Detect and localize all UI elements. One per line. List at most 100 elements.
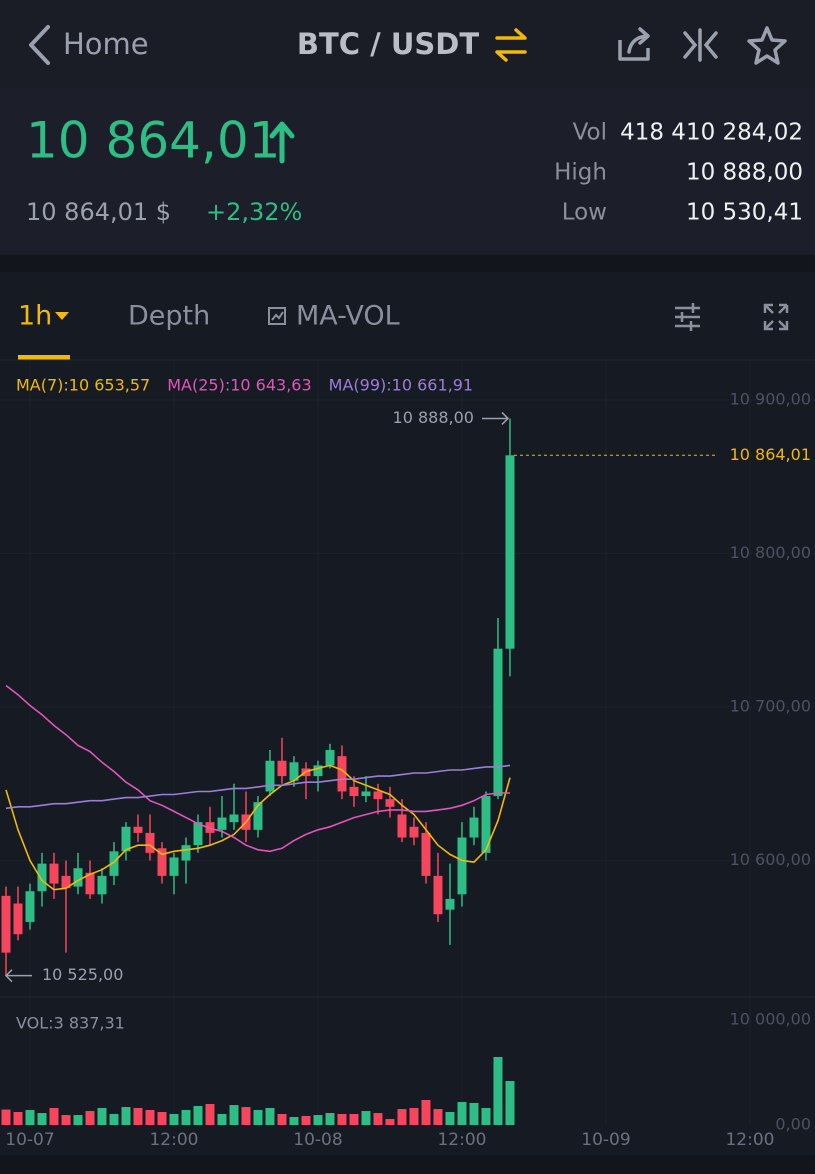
y-tick-label: 10 800,00 xyxy=(730,543,811,562)
y-tick-label: 10 700,00 xyxy=(730,697,811,716)
candle-body xyxy=(469,817,479,838)
tab-underline xyxy=(18,355,70,360)
candle-body xyxy=(49,863,59,884)
swap-icon[interactable] xyxy=(495,28,527,62)
volume-bar xyxy=(349,1113,359,1125)
back-label: Home xyxy=(63,27,149,61)
candle-body xyxy=(157,848,167,876)
volume-bar xyxy=(397,1109,407,1125)
candle-body xyxy=(313,765,323,777)
candle-body xyxy=(25,891,35,922)
volume-bar xyxy=(193,1105,203,1125)
dropdown-caret xyxy=(55,312,69,320)
ticker-bg xyxy=(0,88,815,255)
candle-body xyxy=(457,837,467,895)
volume-bar xyxy=(445,1111,455,1125)
fullscreen-icon[interactable] xyxy=(763,303,789,331)
volume-bar xyxy=(61,1115,71,1125)
volume-bar xyxy=(145,1109,155,1125)
volume-bar xyxy=(157,1111,167,1125)
candle-body xyxy=(433,875,443,915)
back-icon xyxy=(29,25,50,65)
candle-body xyxy=(385,799,395,807)
candle-body xyxy=(445,898,455,910)
stat-value: 10 888,00 xyxy=(686,160,803,186)
volume-bar xyxy=(313,1115,323,1125)
candle-body xyxy=(13,903,23,935)
candle-body xyxy=(169,857,179,876)
candle-body xyxy=(229,814,239,823)
compare-icon[interactable] xyxy=(683,28,718,62)
candle-body xyxy=(85,872,95,895)
favorite-icon[interactable] xyxy=(747,26,787,65)
candle-body xyxy=(37,863,47,892)
volume-bar xyxy=(85,1111,95,1125)
tab-indicator[interactable]: MA-VOL xyxy=(296,301,400,332)
share-icon[interactable] xyxy=(618,27,650,61)
candle-body xyxy=(121,826,131,852)
volume-bar xyxy=(505,1081,515,1125)
tab-depth[interactable]: Depth xyxy=(128,301,210,332)
volume-bar xyxy=(493,1056,503,1125)
x-tick-label: 12:00 xyxy=(437,1130,486,1150)
stats: Vol 418 410 284,02 High 10 888,00 Low 10 530,… xyxy=(554,120,803,226)
indicator-icon xyxy=(268,307,286,325)
x-tick-label: 10-08 xyxy=(293,1130,342,1150)
x-tick-label: 10-09 xyxy=(581,1130,630,1150)
y-tick-label: 10 600,00 xyxy=(730,850,811,869)
fiat-price: 10 864,01 $ xyxy=(26,198,171,226)
candle-body xyxy=(397,814,407,838)
volume-bar xyxy=(325,1113,335,1125)
candle-body xyxy=(145,832,155,853)
candle-body xyxy=(349,786,359,797)
candle-body xyxy=(481,796,491,853)
bottom-bar xyxy=(0,1155,815,1174)
volume-bar xyxy=(265,1107,275,1125)
candle-body xyxy=(325,750,335,766)
high-marker-arrow xyxy=(481,411,510,425)
volume-bar xyxy=(337,1113,347,1125)
stat-label: High xyxy=(554,160,607,186)
volume-bar xyxy=(481,1107,491,1125)
volume-bar xyxy=(277,1113,287,1125)
chart-bg xyxy=(0,272,815,1155)
volume-bar xyxy=(385,1119,395,1125)
volume-bar xyxy=(97,1107,107,1125)
tab-interval[interactable]: 1h xyxy=(18,301,52,332)
pair-title[interactable]: BTC / USDT xyxy=(297,27,479,61)
settings-icon[interactable] xyxy=(675,303,700,331)
candle-body xyxy=(133,826,143,833)
ma-line xyxy=(5,764,511,810)
legend-entry: MA(99):10 661,91 xyxy=(329,376,473,395)
volume-bar xyxy=(241,1107,251,1125)
volume-bar xyxy=(73,1115,83,1125)
candle-body xyxy=(277,760,287,777)
stat-label: Low xyxy=(562,200,607,226)
high-marker-label: 10 888,00 xyxy=(393,408,474,427)
stat-value: 418 410 284,02 xyxy=(620,120,803,146)
candle-body xyxy=(109,851,119,876)
candle-body xyxy=(97,875,107,895)
candle-body xyxy=(409,826,419,838)
x-tick-label: 12:00 xyxy=(149,1130,198,1150)
volume-tick-label: 10 000,00 xyxy=(730,1010,811,1029)
candle-body xyxy=(505,455,515,649)
volume-bar xyxy=(1,1109,11,1125)
volume-bar xyxy=(457,1102,467,1125)
volume-bar xyxy=(133,1107,143,1125)
header-bg xyxy=(0,0,815,88)
volume-tick-label: 0,00 xyxy=(775,1115,811,1134)
legend-entry: MA(25):10 643,63 xyxy=(167,376,311,395)
volume-bar xyxy=(13,1111,23,1125)
volume-bar xyxy=(25,1109,35,1125)
last-price-label: 10 864,01 xyxy=(730,445,811,464)
ma-line xyxy=(5,684,510,853)
candle-body xyxy=(421,832,431,876)
volume-bar xyxy=(169,1113,179,1125)
candle-body xyxy=(493,648,503,797)
legend-entry: MA(7):10 653,57 xyxy=(16,376,150,395)
back-button[interactable]: Home xyxy=(29,25,149,65)
volume-bar xyxy=(253,1109,263,1125)
